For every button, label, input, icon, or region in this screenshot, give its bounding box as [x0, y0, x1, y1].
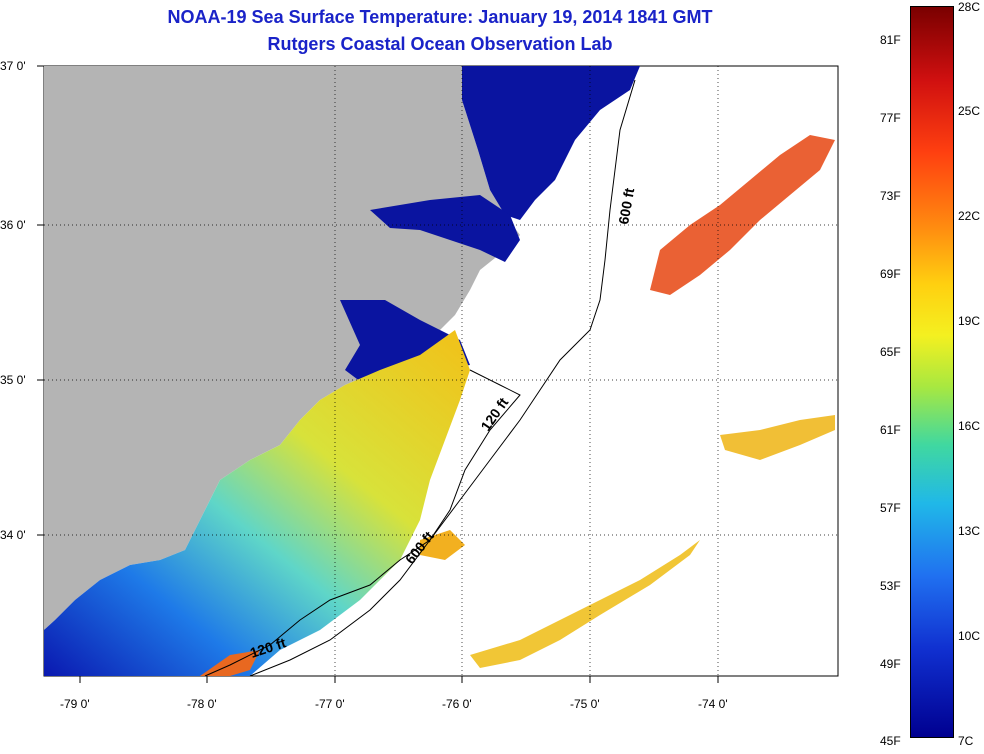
cb-f-49: 49F — [880, 657, 901, 671]
axis-ticks — [37, 65, 719, 683]
lon-label-77: -77 0' — [315, 697, 345, 711]
warm-patch-south — [200, 650, 260, 676]
cb-f-73: 73F — [880, 189, 901, 203]
cb-f-65: 65F — [880, 345, 901, 359]
contour-120ft — [204, 369, 521, 677]
cb-f-57: 57F — [880, 501, 901, 515]
cb-f-69: 69F — [880, 267, 901, 281]
cb-c-19: 19C — [958, 314, 981, 328]
lat-label-35: 35 0' — [0, 373, 26, 387]
lat-label-37: 37 0' — [0, 59, 26, 73]
map-title: NOAA-19 Sea Surface Temperature: January… — [167, 7, 713, 27]
cb-f-77: 77F — [880, 111, 901, 125]
gulf-stream-patch-south — [720, 415, 835, 460]
cold-water-north — [462, 66, 640, 220]
cb-f-45: 45F — [880, 734, 901, 748]
temperature-colorbar — [910, 6, 954, 738]
cb-c-28: 28C — [958, 0, 981, 14]
lon-label-74: -74 0' — [698, 697, 728, 711]
cb-c-16: 16C — [958, 419, 981, 433]
cb-f-61: 61F — [880, 423, 901, 437]
lon-label-79: -79 0' — [60, 697, 90, 711]
gulf-stream-patch-mid — [470, 540, 700, 668]
lon-label-78: -78 0' — [187, 697, 217, 711]
gulf-stream-patch-north — [650, 135, 835, 295]
cb-c-22: 22C — [958, 209, 981, 223]
map-subtitle: Rutgers Coastal Ocean Observation Lab — [267, 34, 613, 54]
cb-f-53: 53F — [880, 579, 901, 593]
lat-label-34: 34 0' — [0, 528, 26, 542]
contour-600ft-north — [249, 79, 636, 677]
albemarle-sound — [370, 195, 520, 262]
contour-label-600-north: 600 ft — [615, 186, 637, 225]
cb-f-81: 81F — [880, 33, 901, 47]
cb-c-13: 13C — [958, 524, 981, 538]
lat-label-36: 36 0' — [0, 218, 26, 232]
cb-c-25: 25C — [958, 104, 981, 118]
map-grid — [44, 66, 838, 676]
cb-c-10: 10C — [958, 629, 981, 643]
lon-label-75: -75 0' — [570, 697, 600, 711]
lon-label-76: -76 0' — [442, 697, 472, 711]
coastal-water — [44, 330, 470, 676]
cb-c-7: 7C — [958, 734, 974, 748]
